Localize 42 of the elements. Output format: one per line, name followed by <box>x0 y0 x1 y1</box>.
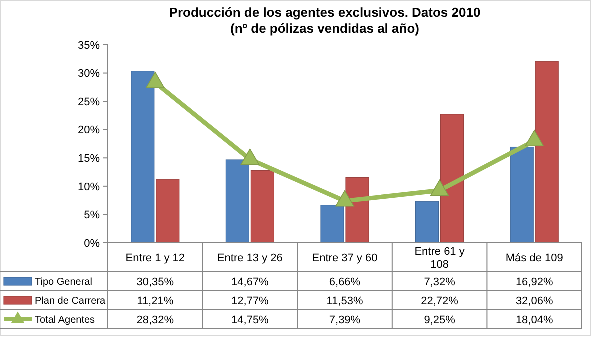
x-tick-label: Entre 37 y 60 <box>312 252 378 264</box>
bar <box>416 201 440 244</box>
data-label: 16,92% <box>516 276 554 288</box>
data-label: 6,66% <box>329 276 361 288</box>
y-tick-label: 25% <box>78 96 100 108</box>
legend-label: Total Agentes <box>35 315 96 326</box>
bar <box>440 114 464 244</box>
data-label: 22,72% <box>421 295 459 308</box>
x-tick-label: Más de 109 <box>506 252 564 264</box>
y-tick-label: 30% <box>78 68 100 80</box>
y-tick-label: 20% <box>78 124 100 137</box>
data-label: 7,32% <box>424 276 456 288</box>
legend-label: Tipo General <box>35 277 92 288</box>
bar <box>250 170 274 244</box>
data-label: 14,75% <box>232 314 270 326</box>
data-label: 9,25% <box>424 314 456 326</box>
bar <box>510 146 534 244</box>
y-tick-label: 0% <box>84 238 100 250</box>
y-tick-label: 15% <box>78 152 100 165</box>
chart-subtitle: (nº de pólizas vendidas al año) <box>230 21 420 36</box>
bar <box>320 205 344 244</box>
y-tick-label: 10% <box>78 181 100 194</box>
chart-title: Producción de los agentes exclusivos. Datos 2010 <box>169 5 481 20</box>
data-label: 30,35% <box>136 276 174 288</box>
data-label: 12,77% <box>232 295 270 308</box>
bar <box>226 160 250 244</box>
data-label: 32,06% <box>516 295 554 308</box>
legend-label: Plan de Carrera <box>35 296 106 307</box>
data-label: 11,21% <box>137 295 174 308</box>
x-tick-label: Entre 61 y 108 <box>414 246 466 271</box>
data-label: 14,67% <box>232 276 270 288</box>
x-tick-label: Entre 13 y 26 <box>217 252 283 264</box>
y-tick-label: 5% <box>84 210 100 222</box>
bar <box>535 61 559 244</box>
y-tick-label: 35% <box>78 40 100 52</box>
bar <box>156 179 180 244</box>
data-label: 18,04% <box>516 314 554 326</box>
data-label: 11,53% <box>326 295 364 308</box>
x-tick-label: Entre 1 y 12 <box>126 252 186 264</box>
data-label: 28,32% <box>136 314 174 326</box>
data-label: 7,39% <box>329 314 361 326</box>
bar <box>131 71 155 244</box>
